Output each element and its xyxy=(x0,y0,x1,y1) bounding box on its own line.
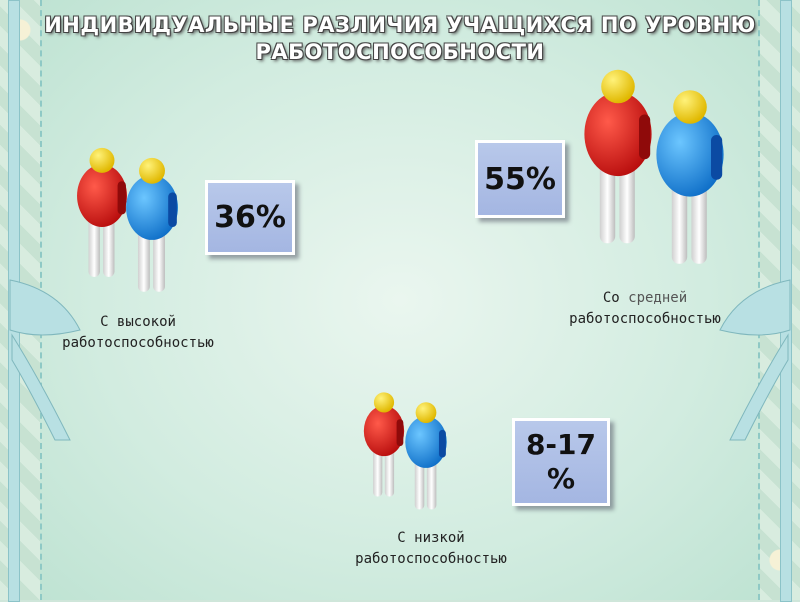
label-high-line-2: работоспособностью xyxy=(62,335,214,351)
slide-panel xyxy=(40,0,760,600)
percent-medium: 55% xyxy=(484,161,556,197)
label-high: С высокой работоспособностью xyxy=(28,312,248,354)
label-medium-line-1: Со средней xyxy=(530,288,760,309)
percent-box-low: 8-17 % xyxy=(512,418,610,506)
red-person-figure-low xyxy=(363,392,405,497)
right-bow-decoration xyxy=(719,279,791,441)
label-low: С низкой работоспособностью xyxy=(316,528,546,570)
title-line-2: РАБОТОСПОСОБНОСТИ xyxy=(255,40,545,64)
percent-high: 36% xyxy=(214,200,286,235)
label-medium: Со средней работоспособностью xyxy=(530,288,760,330)
red-person-figure-medium xyxy=(584,69,652,244)
label-low-line-1: С низкой xyxy=(397,530,465,546)
label-low-line-2: работоспособностью xyxy=(355,551,507,567)
title-line-1: ИНДИВИДУАЛЬНЫЕ РАЗЛИЧИЯ УЧАЩИХСЯ ПО УРОВ… xyxy=(44,13,756,37)
percent-low-line-1: 8-17 xyxy=(525,428,597,461)
percent-box-medium: 55% xyxy=(475,140,565,218)
blue-person-figure-high xyxy=(126,157,178,292)
slide-title: ИНДИВИДУАЛЬНЫЕ РАЗЛИЧИЯ УЧАЩИХСЯ ПО УРОВ… xyxy=(0,12,800,66)
label-medium-accent: средней xyxy=(628,290,688,306)
label-high-line-1: С высокой xyxy=(100,314,176,330)
blue-person-figure-medium xyxy=(656,90,724,264)
left-bow-decoration xyxy=(9,279,81,441)
label-medium-prefix: Со xyxy=(602,290,620,306)
blue-person-figure-low xyxy=(405,402,447,510)
label-medium-line-2: работоспособностью xyxy=(569,311,721,327)
percent-low-line-2: % xyxy=(546,462,576,495)
percent-box-high: 36% xyxy=(205,180,295,255)
